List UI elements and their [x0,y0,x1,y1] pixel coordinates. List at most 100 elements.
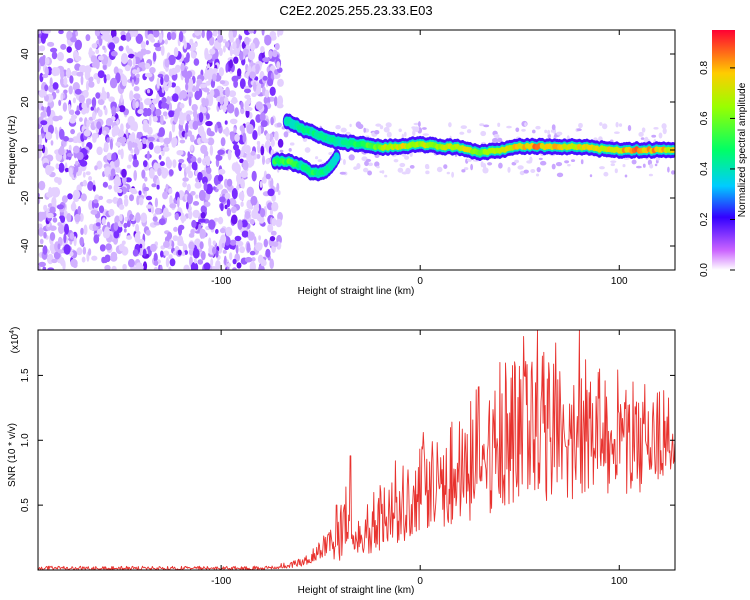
noise-speckle [163,250,170,256]
noise-speckle [80,193,87,202]
noise-speckle [103,141,109,153]
noise-speckle [182,177,189,182]
noise-speckle [58,99,62,106]
spectrogram-marks [38,30,675,270]
noise-speckle [51,51,58,60]
noise-speckle [213,217,219,222]
noise-speckle [132,159,139,168]
noise-speckle [191,85,197,93]
noise-speckle [142,137,147,145]
noise-speckle [117,149,122,155]
noise-speckle [188,96,192,107]
noise-speckle [144,50,151,55]
noise-speckle [168,266,172,270]
noise-speckle [111,265,117,270]
noise-speckle [245,106,253,112]
noise-speckle [137,109,144,115]
noise-speckle [45,164,53,176]
ridge-scatter [342,159,346,165]
noise-speckle [79,160,88,167]
noise-speckle [159,161,165,167]
noise-speckle [132,249,139,257]
noise-speckle [177,249,182,256]
colorbar-tick-label: 0.6 [699,111,710,125]
noise-speckle [88,248,92,256]
noise-speckle [135,101,139,109]
noise-speckle [123,197,129,207]
noise-speckle [273,96,278,107]
noise-speckle [135,212,141,223]
ridge-scatter [551,124,556,131]
noise-speckle [142,121,150,133]
noise-speckle [102,229,111,239]
snr-axes: -100 0 100 0.5 1.0 1.5 [20,330,675,587]
noise-speckle [220,203,224,212]
noise-speckle [215,229,219,234]
noise-speckle [138,190,142,196]
noise-speckle [158,32,163,44]
noise-speckle [229,252,233,261]
ridge-scatter [492,137,499,144]
noise-speckle [200,229,206,239]
noise-speckle [179,103,185,109]
noise-speckle [257,125,262,136]
noise-speckle [93,199,98,204]
noise-speckle [119,214,123,222]
spectrogram-xlabel: Height of straight line (km) [298,286,415,297]
noise-speckle [55,163,60,170]
noise-speckle [185,122,189,133]
noise-speckle [97,109,103,117]
noise-speckle [90,55,98,63]
noise-speckle [91,43,98,49]
ridge-scatter [547,133,551,139]
noise-speckle [190,191,196,196]
noise-speckle [135,223,140,233]
ridge-scatter [614,168,618,174]
noise-speckle [60,77,64,86]
ridge-scatter [556,172,564,178]
noise-speckle [165,183,169,193]
noise-speckle [61,195,68,204]
noise-speckle [203,182,208,192]
noise-speckle [165,158,173,169]
noise-speckle [57,51,64,62]
noise-speckle [66,58,74,64]
noise-speckle [162,111,168,117]
noise-speckle [198,189,206,202]
noise-speckle [126,220,131,228]
noise-speckle [160,76,164,86]
noise-speckle [169,195,173,206]
noise-speckle [50,140,54,146]
noise-speckle [239,158,244,164]
noise-speckle [185,83,189,91]
noise-speckle [275,218,283,228]
noise-speckle [126,235,133,240]
noise-speckle [257,143,261,154]
noise-speckle [205,183,213,195]
noise-speckle [40,120,48,126]
noise-speckle [205,69,212,80]
noise-speckle [218,168,226,175]
noise-speckle [61,83,69,88]
noise-speckle [38,61,41,73]
ridge-scatter [367,170,372,176]
noise-speckle [237,219,243,230]
noise-speckle [224,120,228,125]
noise-speckle [132,69,138,75]
noise-speckle [189,38,194,46]
noise-speckle [240,101,244,110]
noise-speckle [239,246,246,254]
noise-speckle [130,142,138,148]
ridge-scatter [667,166,670,173]
noise-speckle [243,47,247,57]
noise-speckle [194,181,202,189]
noise-speckle [199,241,204,250]
noise-speckle [192,109,198,119]
noise-speckle [223,45,226,53]
ridge-scatter [538,157,543,161]
ridge-scatter [517,165,524,170]
ridge-scatter [653,127,659,130]
noise-speckle [58,162,65,173]
chart-title: C2E2.2025.255.23.33.E03 [279,3,432,18]
noise-speckle [63,76,68,86]
